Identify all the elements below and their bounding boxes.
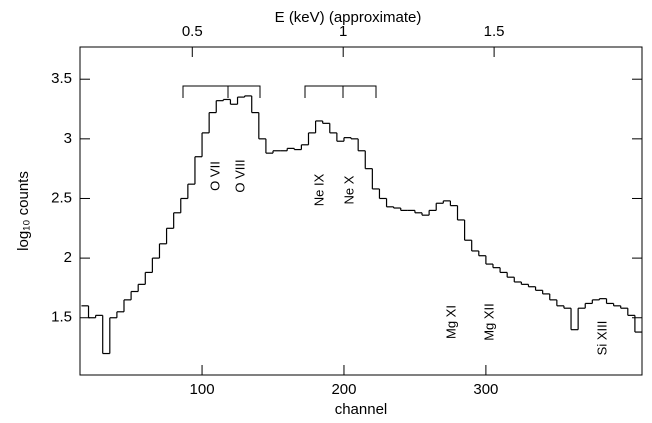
annotation: Mg XI <box>443 305 458 339</box>
annotation: Mg XII <box>481 303 496 341</box>
bracket <box>182 85 261 98</box>
annotation: Ne X <box>341 175 356 204</box>
x2-axis-label: E (keV) (approximate) <box>275 9 422 26</box>
x2-tick-label: 1 <box>339 23 347 40</box>
annotation: Ne IX <box>311 173 326 206</box>
annotation: Si XIII <box>594 321 609 356</box>
annotation: O VIII <box>232 159 247 192</box>
x-axis-label: channel <box>335 401 388 418</box>
y-tick-label: 2.5 <box>51 189 72 206</box>
y-tick-label: 3 <box>64 130 72 147</box>
y-axis-label: log₁₀ counts <box>15 171 32 251</box>
x-tick-label: 100 <box>190 381 215 398</box>
x-tick-label: 200 <box>331 381 356 398</box>
x-tick-label: 300 <box>473 381 498 398</box>
x2-tick-label: 1.5 <box>484 23 505 40</box>
bracket <box>304 85 377 98</box>
y-tick-label: 2 <box>64 249 72 266</box>
y-tick-label: 1.5 <box>51 309 72 326</box>
x2-tick-label: 0.5 <box>182 23 203 40</box>
plot-frame <box>79 46 643 376</box>
annotation: O VII <box>207 161 222 191</box>
y-tick-label: 3.5 <box>51 70 72 87</box>
